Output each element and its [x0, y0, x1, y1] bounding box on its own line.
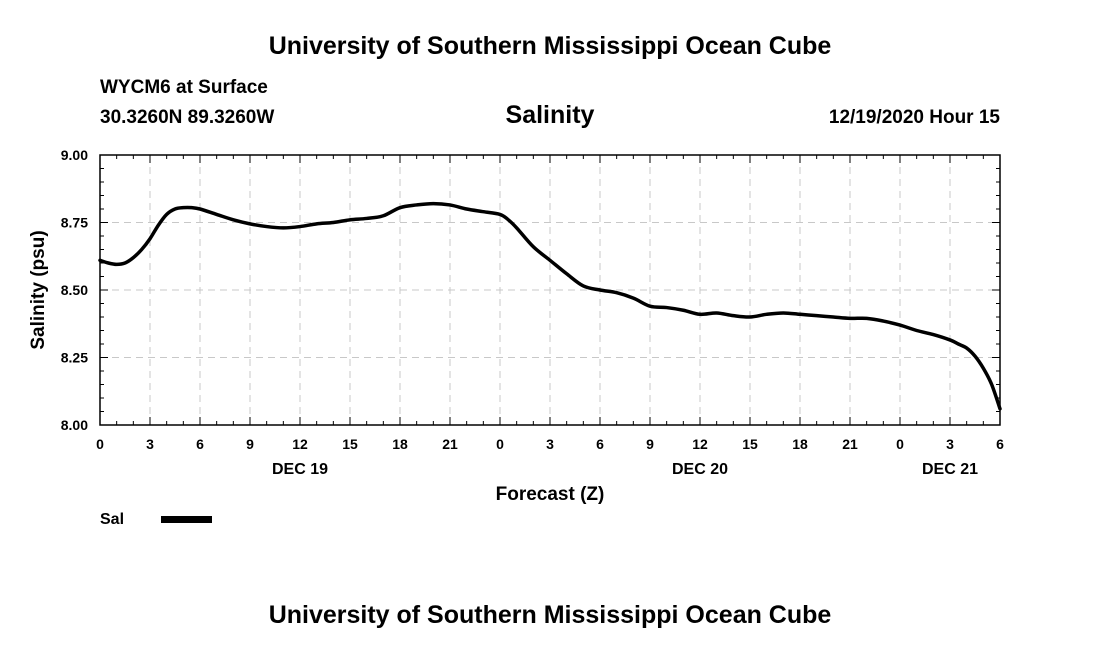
station-name: WYCM6 at Surface	[100, 77, 268, 98]
tick-labels: 0 3 6 9 12 15 18 21 0 3 6 9 12 15 18 21 0 3 6 8.00 8.25 8.50 8…	[61, 147, 1004, 478]
series-line-sal	[98, 201, 1002, 411]
axis-ticks	[99, 154, 1001, 426]
bottom-title: University of Southern Mississippi Ocean…	[268, 601, 832, 629]
grid	[100, 155, 1000, 425]
x-tick-label: 0	[896, 436, 904, 452]
chart-title: Salinity	[505, 101, 595, 129]
y-axis-title: Salinity (psu)	[28, 230, 49, 349]
y-tick-label: 8.25	[61, 350, 88, 366]
x-tick-label: 0	[496, 436, 504, 452]
forecast-datetime: 12/19/2020 Hour 15	[828, 107, 1000, 128]
x-tick-label: 12	[692, 436, 708, 452]
x-tick-label: 9	[246, 436, 254, 452]
x-tick-label: 6	[996, 436, 1004, 452]
day-label: DEC 20	[672, 461, 728, 478]
x-tick-label: 18	[392, 436, 408, 452]
x-tick-label: 6	[196, 436, 204, 452]
x-tick-label: 6	[596, 436, 604, 452]
top-title: University of Southern Mississippi Ocean…	[268, 32, 832, 60]
x-tick-label: 15	[742, 436, 758, 452]
x-tick-label: 18	[792, 436, 808, 452]
x-tick-label: 0	[96, 436, 104, 452]
x-tick-label: 21	[442, 436, 458, 452]
x-tick-label: 15	[342, 436, 358, 452]
legend-label: Sal	[100, 511, 125, 528]
day-label: DEC 19	[272, 461, 328, 478]
y-tick-label: 8.50	[61, 282, 88, 298]
y-tick-label: 9.00	[61, 147, 88, 163]
y-tick-label: 8.75	[61, 215, 88, 231]
x-tick-label: 3	[546, 436, 554, 452]
x-tick-label: 9	[646, 436, 654, 452]
day-label: DEC 21	[922, 461, 978, 478]
y-tick-label: 8.00	[61, 417, 88, 433]
x-axis-title: Forecast (Z)	[496, 484, 605, 505]
x-tick-label: 12	[292, 436, 308, 452]
x-tick-label: 21	[842, 436, 858, 452]
legend-swatch	[161, 516, 212, 523]
x-tick-label: 3	[946, 436, 954, 452]
x-tick-label: 3	[146, 436, 154, 452]
station-coordinates: 30.3260N 89.3260W	[100, 107, 275, 128]
